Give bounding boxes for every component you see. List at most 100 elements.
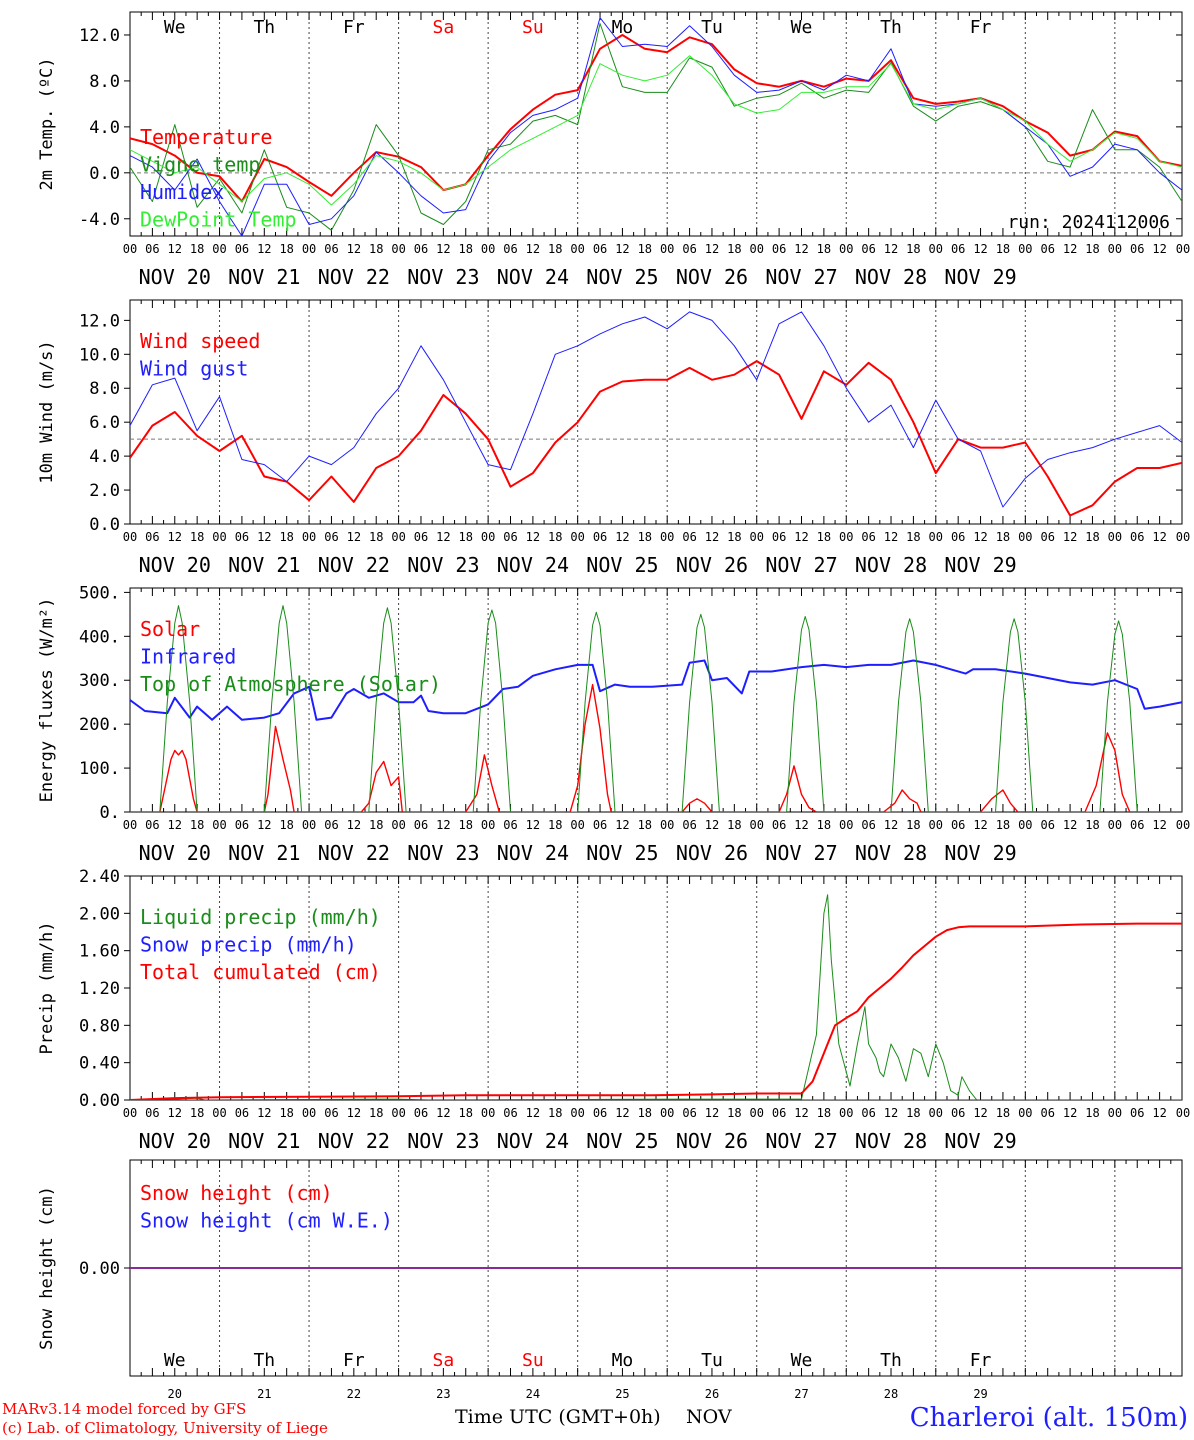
date-label: NOV 24 <box>497 265 569 289</box>
hour-tick-label: 12 <box>615 530 629 544</box>
date-label: NOV 24 <box>497 841 569 865</box>
hour-tick-label: 12 <box>436 242 450 256</box>
hour-tick-label: 12 <box>257 1106 271 1120</box>
hour-tick-label: 06 <box>1130 530 1144 544</box>
date-label: NOV 22 <box>318 265 390 289</box>
date-label: NOV 23 <box>407 265 479 289</box>
hour-tick-label: 00 <box>929 530 943 544</box>
hour-tick-label: 12 <box>168 1106 182 1120</box>
hour-tick-label: 06 <box>145 818 159 832</box>
date-label: NOV 29 <box>944 1129 1016 1153</box>
hour-tick-label: 00 <box>212 530 226 544</box>
hour-tick-label: 18 <box>906 530 920 544</box>
hour-tick-label: 00 <box>123 530 137 544</box>
series-line-1 <box>130 34 1182 203</box>
hour-tick-label: 18 <box>996 1106 1010 1120</box>
y-tick-label: 0.00 <box>79 1091 120 1111</box>
panel-4: 0.00 0.40 0.80 1.20 1.60 2.00 2.40 Precip (mm/h… <box>37 867 1190 1153</box>
hour-tick-label: 06 <box>861 818 875 832</box>
hour-tick-label: 12 <box>347 530 361 544</box>
hour-tick-label: 00 <box>749 530 763 544</box>
hour-tick-label: 06 <box>324 242 338 256</box>
hour-tick-label: 00 <box>123 242 137 256</box>
hour-tick-label: 12 <box>615 1106 629 1120</box>
legend-entry: Wind speed <box>140 329 260 353</box>
hour-tick-label: 06 <box>324 1106 338 1120</box>
hour-tick-label: 18 <box>1085 818 1099 832</box>
date-label: NOV 23 <box>407 841 479 865</box>
date-label: NOV 20 <box>139 841 211 865</box>
y-tick-label: 100. <box>79 759 120 779</box>
hour-tick-label: 18 <box>279 818 293 832</box>
legend-entry: Snow precip (mm/h) <box>140 933 357 957</box>
hour-tick-label: 06 <box>145 530 159 544</box>
hour-tick-label: 00 <box>391 530 405 544</box>
y-tick-label: 2.40 <box>79 867 120 887</box>
hour-tick-label: 00 <box>749 242 763 256</box>
hour-tick-label: 18 <box>369 242 383 256</box>
hour-tick-label: 06 <box>951 818 965 832</box>
date-label: NOV 27 <box>765 841 837 865</box>
date-label: NOV 29 <box>944 841 1016 865</box>
hour-tick-label: 12 <box>1152 818 1166 832</box>
hour-tick-label: 00 <box>660 1106 674 1120</box>
weekday-label: Mo <box>612 17 634 38</box>
date-label: NOV 28 <box>855 841 927 865</box>
series-line-2 <box>130 659 1182 721</box>
hour-tick-label: 18 <box>638 818 652 832</box>
y-axis-label: Snow height (cm) <box>37 1186 57 1350</box>
hour-tick-label: 00 <box>391 818 405 832</box>
hour-tick-label: 12 <box>347 242 361 256</box>
hour-tick-label: 18 <box>727 242 741 256</box>
hour-tick-label: 06 <box>503 1106 517 1120</box>
hour-tick-label: 00 <box>1176 818 1190 832</box>
hour-tick-label: 06 <box>682 1106 696 1120</box>
hour-tick-label: 06 <box>1130 1106 1144 1120</box>
hour-tick-label: 06 <box>772 242 786 256</box>
date-label: NOV 20 <box>139 553 211 577</box>
hour-tick-label: 12 <box>705 530 719 544</box>
y-tick-label: 0.00 <box>79 1259 120 1279</box>
hour-tick-label: 06 <box>145 1106 159 1120</box>
hour-tick-label: 12 <box>794 242 808 256</box>
date-label: NOV 26 <box>676 265 748 289</box>
y-axis-label: 10m Wind (m/s) <box>37 340 57 483</box>
hour-tick-label: 12 <box>436 1106 450 1120</box>
hour-tick-label: 18 <box>190 818 204 832</box>
hour-tick-label: 00 <box>481 1106 495 1120</box>
hour-tick-label: 18 <box>638 1106 652 1120</box>
hour-tick-label: 00 <box>660 242 674 256</box>
hour-tick-label: 18 <box>996 818 1010 832</box>
hour-tick-label: 06 <box>951 530 965 544</box>
hour-tick-label: 18 <box>727 818 741 832</box>
hour-tick-label: 00 <box>1108 1106 1122 1120</box>
hour-tick-label: 06 <box>414 1106 428 1120</box>
hour-tick-label: 06 <box>593 1106 607 1120</box>
hour-tick-label: 12 <box>1063 530 1077 544</box>
hour-tick-label: 18 <box>548 1106 562 1120</box>
hour-tick-label: 00 <box>302 530 316 544</box>
hour-tick-label: 12 <box>526 818 540 832</box>
legend-entry: Vigne temp <box>140 153 260 177</box>
hour-tick-label: 06 <box>951 1106 965 1120</box>
weekday-label: Sa <box>433 17 455 38</box>
hour-tick-label: 12 <box>257 530 271 544</box>
weekday-label: We <box>791 17 813 38</box>
hour-tick-label: 12 <box>1063 818 1077 832</box>
hour-tick-label: 18 <box>459 530 473 544</box>
hour-tick-label: 18 <box>279 242 293 256</box>
y-tick-label: 0.0 <box>89 164 120 184</box>
series-line-2 <box>130 23 1182 231</box>
weekday-label: Tu <box>701 1350 723 1371</box>
weekday-label: Su <box>522 1350 544 1371</box>
day-number-label: 28 <box>884 1387 898 1401</box>
hour-tick-label: 06 <box>503 530 517 544</box>
hour-tick-label: 06 <box>503 242 517 256</box>
hour-tick-label: 18 <box>906 242 920 256</box>
y-tick-label: 6.0 <box>89 413 120 433</box>
date-label: NOV 21 <box>228 841 300 865</box>
date-label: NOV 24 <box>497 1129 569 1153</box>
date-label: NOV 26 <box>676 1129 748 1153</box>
date-label: NOV 22 <box>318 1129 390 1153</box>
